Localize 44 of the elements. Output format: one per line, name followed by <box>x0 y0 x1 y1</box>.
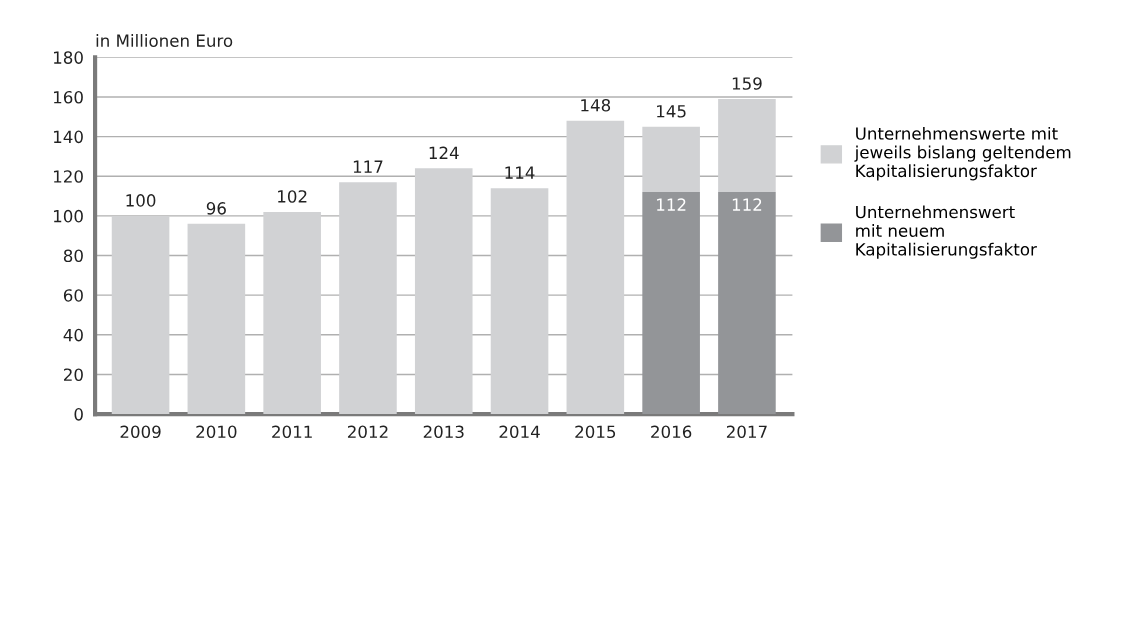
bar <box>490 188 549 415</box>
y-tick-label: 140 <box>54 130 83 144</box>
total-label: 159 <box>732 77 762 90</box>
total-label: 102 <box>278 190 307 203</box>
bar <box>718 192 776 415</box>
total-label: 145 <box>657 105 686 118</box>
total-label: 96 <box>206 202 226 215</box>
bar <box>111 215 170 415</box>
x-tick-label: 2010 <box>196 425 237 439</box>
bar <box>718 98 776 193</box>
y-tick-label: 20 <box>63 368 83 382</box>
total-label: 124 <box>429 146 459 159</box>
x-tick-label: 2014 <box>499 425 540 439</box>
bar <box>642 126 700 193</box>
y-tick-label: 0 <box>74 408 83 421</box>
y-tick-label: 120 <box>54 170 83 183</box>
legend-label: Unternehmenswert mit neuem Kapitalisierungsfaktor <box>856 205 1037 259</box>
x-tick-label: 2015 <box>575 425 616 439</box>
y-tick-label: 40 <box>63 328 83 342</box>
x-tick-label: 2017 <box>726 425 767 439</box>
total-label: 148 <box>581 98 611 112</box>
bar <box>642 192 700 415</box>
x-tick-label: 2009 <box>120 425 161 439</box>
bar <box>339 182 397 415</box>
bar <box>414 168 473 415</box>
data-label: 112 <box>657 198 686 211</box>
x-tick-label: 2016 <box>651 425 692 439</box>
y-tick-label: 80 <box>63 249 83 263</box>
x-tick-label: 2013 <box>423 425 464 439</box>
bar <box>263 211 321 415</box>
legend-label: Unternehmenswerte mit jeweils bislang geltendem Kapitalisierungsfaktor <box>854 126 1071 181</box>
y-axis-title: in Millionen Euro <box>96 34 233 47</box>
data-label: 112 <box>732 198 762 211</box>
total-label: 114 <box>505 166 535 179</box>
bar <box>566 120 625 415</box>
y-tick-label: 60 <box>63 289 83 302</box>
x-tick-label: 2012 <box>347 425 388 439</box>
bar <box>187 223 246 415</box>
y-tick-label: 100 <box>54 209 83 223</box>
total-label: 100 <box>126 194 156 207</box>
total-label: 117 <box>353 160 383 173</box>
x-tick-label: 2011 <box>272 425 312 439</box>
y-tick-label: 180 <box>54 51 83 64</box>
y-tick-label: 160 <box>54 90 83 104</box>
